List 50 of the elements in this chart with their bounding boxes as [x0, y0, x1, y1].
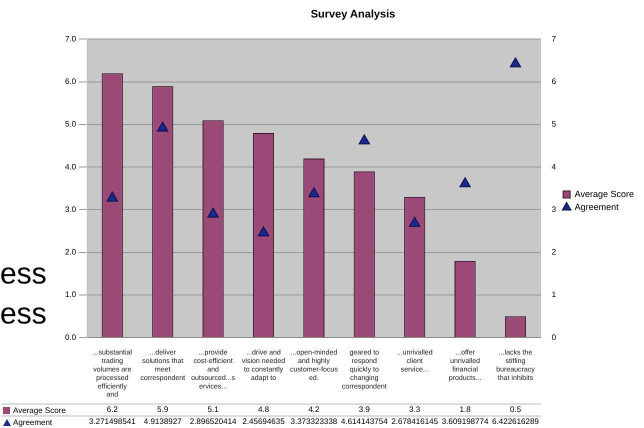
y2-tick-label: 1	[552, 290, 557, 300]
data-label: 4.2	[308, 405, 320, 414]
text: Average Score	[13, 406, 66, 414]
data-label: 1.8	[460, 405, 472, 414]
legend-label: Agreement	[574, 202, 620, 212]
y-tick-label: 0.0	[64, 332, 77, 342]
text: Agreement	[13, 418, 52, 426]
data-label: 3.609198774	[442, 417, 489, 426]
y2-tick-label: 3	[552, 204, 557, 214]
data-label: 3.9	[358, 405, 370, 414]
data-label: 3.271498541	[88, 417, 136, 426]
point	[157, 122, 168, 132]
data-label: 2.45694635	[242, 417, 286, 426]
y-tick-label: 6.0	[64, 77, 77, 86]
y2-tick-label: 6	[552, 77, 557, 86]
data-label: 4.9138927	[144, 417, 182, 426]
data-label: 6.422616289	[492, 417, 540, 426]
text: ess	[0, 257, 47, 290]
data-label: 5.1	[208, 405, 220, 414]
y2-tick-label: 7	[552, 34, 557, 44]
chart-title: Survey Analysis	[310, 8, 396, 21]
data-label: 4.8	[258, 405, 270, 414]
data-label: 2.896520414	[190, 417, 238, 426]
y2-tick-label: 5	[552, 120, 557, 129]
y-tick-label: 1.0	[64, 290, 77, 300]
y-tick-label: 3.0	[64, 204, 77, 214]
y2-tick-label: 0	[552, 332, 557, 342]
data-label: 2.678416145	[391, 417, 439, 426]
data-label: 3.3	[409, 405, 421, 414]
point	[510, 57, 522, 68]
legend-label: Average Score	[574, 188, 634, 199]
y2-tick-label: 2	[552, 248, 557, 257]
data-label: 0.5	[510, 405, 522, 414]
point	[308, 187, 320, 198]
text: ess	[0, 297, 47, 330]
data-label: 5.9	[157, 405, 169, 414]
y2-tick-label: 4	[552, 162, 557, 172]
point	[459, 177, 471, 188]
data-label: 6.2	[106, 405, 118, 414]
point	[106, 192, 118, 202]
y-tick-label: 7.0	[64, 34, 77, 44]
data-label: 3.373323338	[290, 417, 338, 426]
point	[358, 134, 370, 144]
y-tick-label: 5.0	[64, 120, 77, 129]
point	[408, 216, 420, 227]
y-tick-label: 2.0	[64, 248, 77, 257]
point	[207, 208, 219, 218]
point	[258, 226, 270, 236]
y-tick-label: 4.0	[64, 162, 77, 172]
data-label: 4.614143754	[340, 417, 388, 426]
